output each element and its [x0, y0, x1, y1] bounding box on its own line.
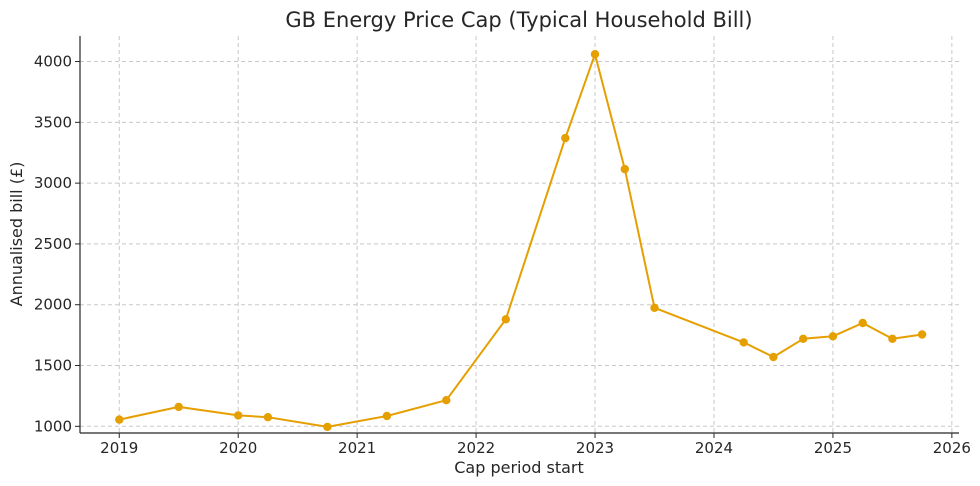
- x-tick-label: 2019: [100, 439, 138, 457]
- y-tick-label: 1500: [34, 357, 72, 375]
- data-point: [590, 50, 600, 59]
- data-point: [234, 411, 243, 420]
- y-axis-label: Annualised bill (£): [7, 162, 26, 307]
- x-tick-label: 2026: [933, 439, 971, 457]
- x-tick-label: 2025: [814, 439, 852, 457]
- y-tick-label: 3000: [34, 174, 72, 192]
- series-line: [119, 53, 923, 428]
- chart-title: GB Energy Price Cap (Typical Household B…: [285, 8, 752, 32]
- axes: [79, 36, 959, 434]
- data-point: [263, 413, 273, 422]
- grid-lines: [80, 36, 959, 433]
- data-point: [888, 334, 897, 343]
- data-point: [561, 133, 570, 143]
- data-point: [650, 303, 659, 312]
- data-point: [858, 318, 867, 328]
- data-point: [739, 338, 748, 347]
- data-point: [442, 396, 451, 405]
- x-tick-label: 2020: [219, 439, 257, 457]
- y-ticks: 1000 1500 2000 2500 3000 3500 4000: [34, 53, 80, 435]
- data-point: [769, 352, 778, 362]
- x-ticks: 2019 2020 2021 2022 2023 2024 2025 2026: [100, 433, 971, 457]
- data-point: [115, 415, 124, 424]
- y-tick-label: 2500: [34, 235, 72, 253]
- data-point: [828, 332, 838, 341]
- data-point: [917, 330, 927, 339]
- x-tick-label: 2024: [695, 439, 733, 457]
- data-point: [799, 334, 808, 343]
- data-point: [382, 411, 392, 421]
- y-tick-label: 4000: [34, 53, 72, 71]
- series-group: [115, 50, 927, 432]
- data-point: [174, 402, 183, 412]
- y-tick-label: 3500: [34, 113, 72, 131]
- x-tick-label: 2021: [338, 439, 376, 457]
- y-tick-label: 1000: [34, 417, 72, 435]
- x-tick-label: 2022: [457, 439, 495, 457]
- x-tick-label: 2023: [576, 439, 614, 457]
- data-point: [620, 164, 629, 174]
- x-axis-label: Cap period start: [454, 458, 584, 477]
- y-tick-label: 2000: [34, 296, 72, 314]
- data-point: [501, 315, 510, 324]
- data-point: [323, 422, 332, 432]
